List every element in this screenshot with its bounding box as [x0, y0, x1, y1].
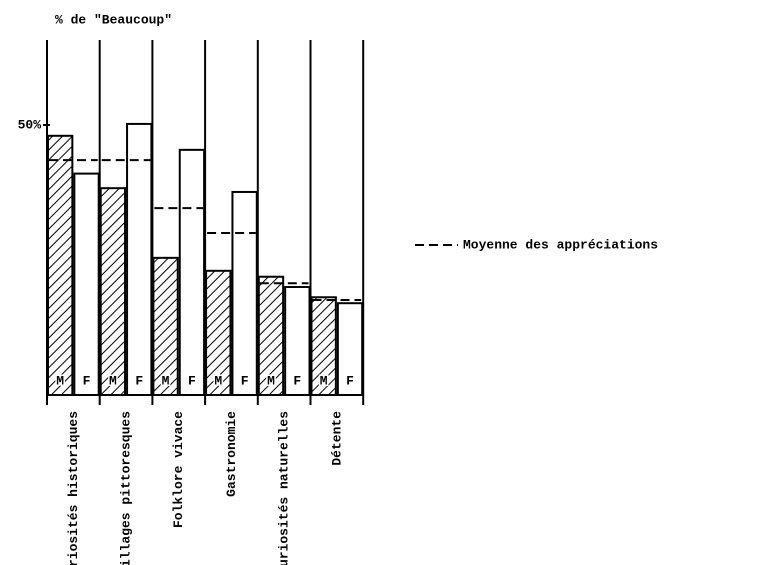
- x-tick-label: Détente: [329, 411, 344, 466]
- x-tick-label: Folklore vivace: [171, 411, 186, 528]
- series-label: M: [56, 373, 64, 388]
- x-tick-label: Villages pittoresques: [118, 411, 133, 565]
- series-label: F: [135, 373, 143, 388]
- x-tick-label: Curiosités historiques: [66, 411, 81, 565]
- y-tick-label: 50%: [18, 117, 42, 132]
- series-label: F: [83, 373, 91, 388]
- bar: [178, 148, 206, 396]
- bar: [99, 187, 127, 396]
- bar: [73, 172, 100, 396]
- bar: [336, 302, 364, 397]
- bar: [257, 275, 285, 396]
- bar: [47, 134, 74, 397]
- series-label: M: [320, 373, 328, 388]
- series-label: F: [346, 373, 354, 388]
- chart-title: % de "Beaucoup": [55, 12, 172, 27]
- x-tick-label: Gastronomie: [224, 411, 239, 497]
- bar: [152, 256, 179, 396]
- series-label: M: [214, 373, 222, 388]
- bar: [231, 190, 258, 396]
- series-label: M: [162, 373, 170, 388]
- legend-label: Moyenne des appréciations: [463, 237, 658, 252]
- series-label: M: [267, 373, 275, 388]
- bar: [310, 296, 337, 397]
- series-label: F: [188, 373, 196, 388]
- bar: [205, 269, 232, 396]
- series-label: F: [293, 373, 301, 388]
- bar: [126, 122, 153, 396]
- series-label: F: [241, 373, 249, 388]
- bar: [284, 286, 311, 396]
- series-label: M: [109, 373, 117, 388]
- x-tick-label: Curiosités naturelles: [277, 411, 292, 565]
